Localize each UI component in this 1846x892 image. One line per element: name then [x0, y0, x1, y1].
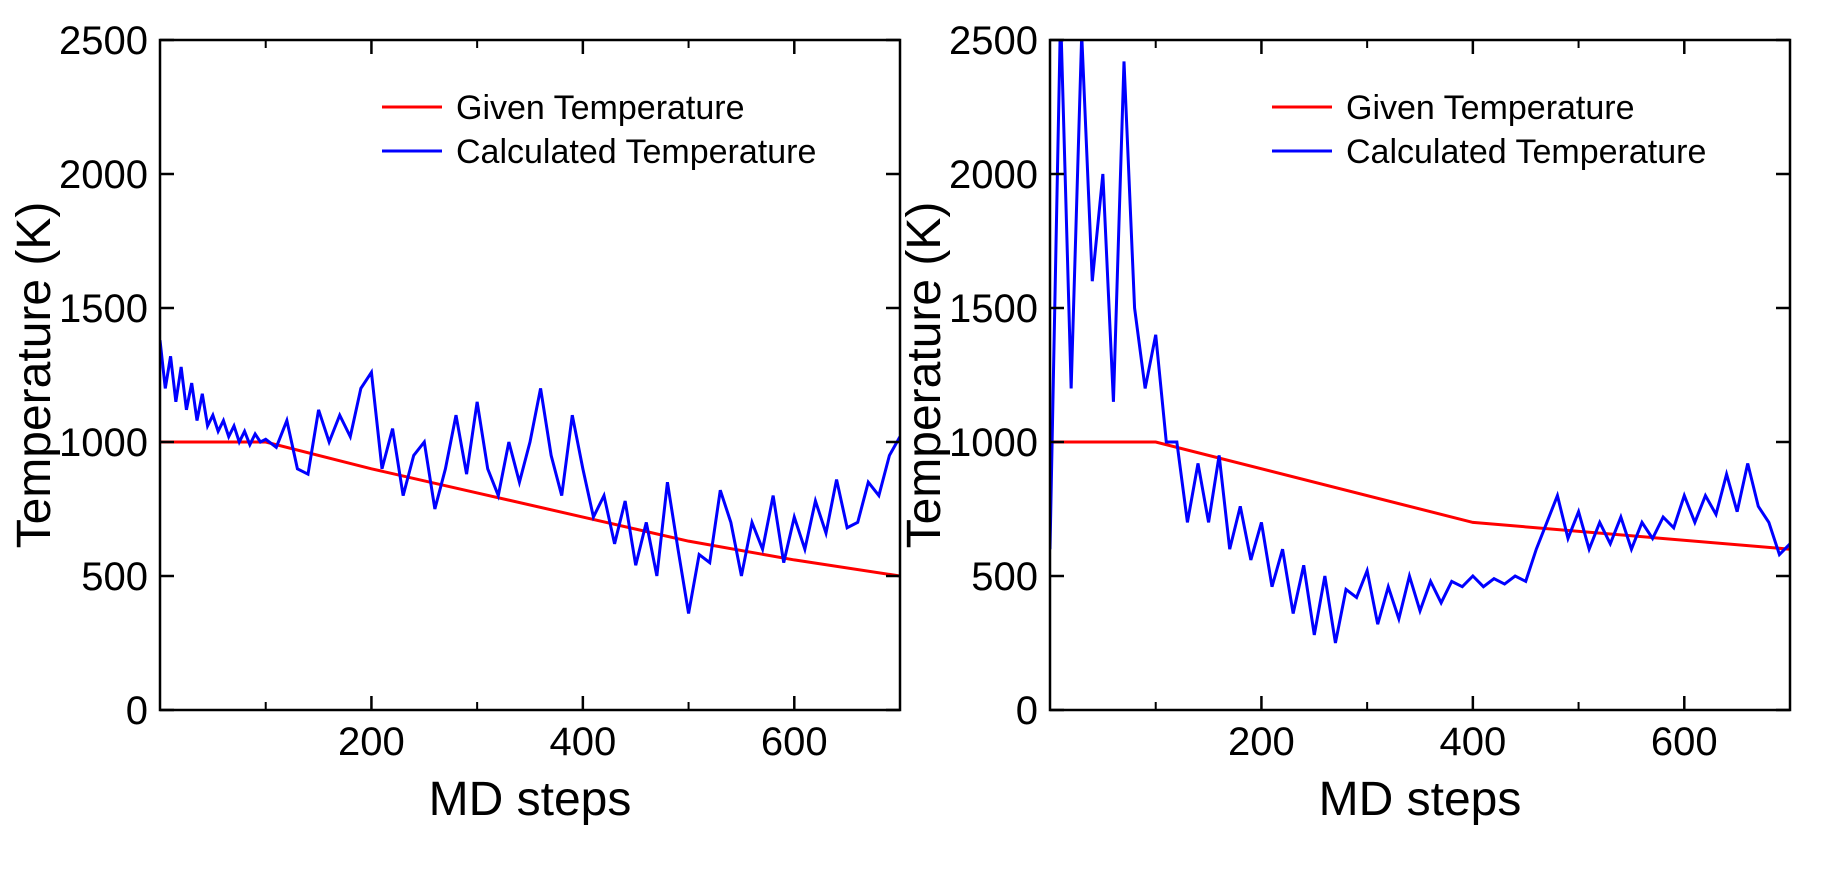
xtick-label: 600 [1651, 720, 1718, 764]
xtick-label: 400 [1439, 720, 1506, 764]
xtick-label: 200 [338, 720, 405, 764]
ytick-label: 1000 [59, 421, 148, 465]
figure-svg: 20040060005001000150020002500MD stepsTem… [0, 0, 1846, 892]
ytick-label: 1000 [949, 421, 1038, 465]
ytick-label: 2000 [59, 153, 148, 197]
ylabel: Temperature (K) [898, 202, 951, 549]
xlabel: MD steps [1319, 773, 1522, 826]
series-calculated [160, 340, 900, 613]
figure-container: 20040060005001000150020002500MD stepsTem… [0, 0, 1846, 892]
xtick-label: 400 [549, 720, 616, 764]
panel-left: 200 400 600 0 500 1000 1500 2000 2500 MD steps Tem… [8, 19, 900, 826]
ytick-label: 1500 [949, 287, 1038, 331]
ytick-label: 1500 [59, 287, 148, 331]
series-given [160, 442, 900, 576]
panel-right: 200 400 600 0 500 1000 1500 2000 2500 MD steps Tem… [898, 13, 1790, 826]
ytick-label: 2000 [949, 153, 1038, 197]
ytick-label: 0 [1016, 689, 1038, 733]
legend: Given Temperature Calculated Temperature [382, 89, 816, 171]
ytick-label: 0 [126, 689, 148, 733]
legend-label: Calculated Temperature [456, 133, 816, 171]
xtick-label: 600 [761, 720, 828, 764]
xtick-label: 200 [1228, 720, 1295, 764]
legend-label: Given Temperature [456, 89, 745, 127]
legend-label: Given Temperature [1346, 89, 1635, 127]
xlabel: MD steps [429, 773, 632, 826]
legend-label: Calculated Temperature [1346, 133, 1706, 171]
ytick-label: 500 [81, 555, 148, 599]
legend: Given Temperature Calculated Temperature [1272, 89, 1706, 171]
ylabel: Temperature (K) [8, 202, 61, 549]
ytick-label: 2500 [59, 19, 148, 63]
series-given [1050, 442, 1790, 549]
ytick-label: 2500 [949, 19, 1038, 63]
ytick-label: 500 [971, 555, 1038, 599]
